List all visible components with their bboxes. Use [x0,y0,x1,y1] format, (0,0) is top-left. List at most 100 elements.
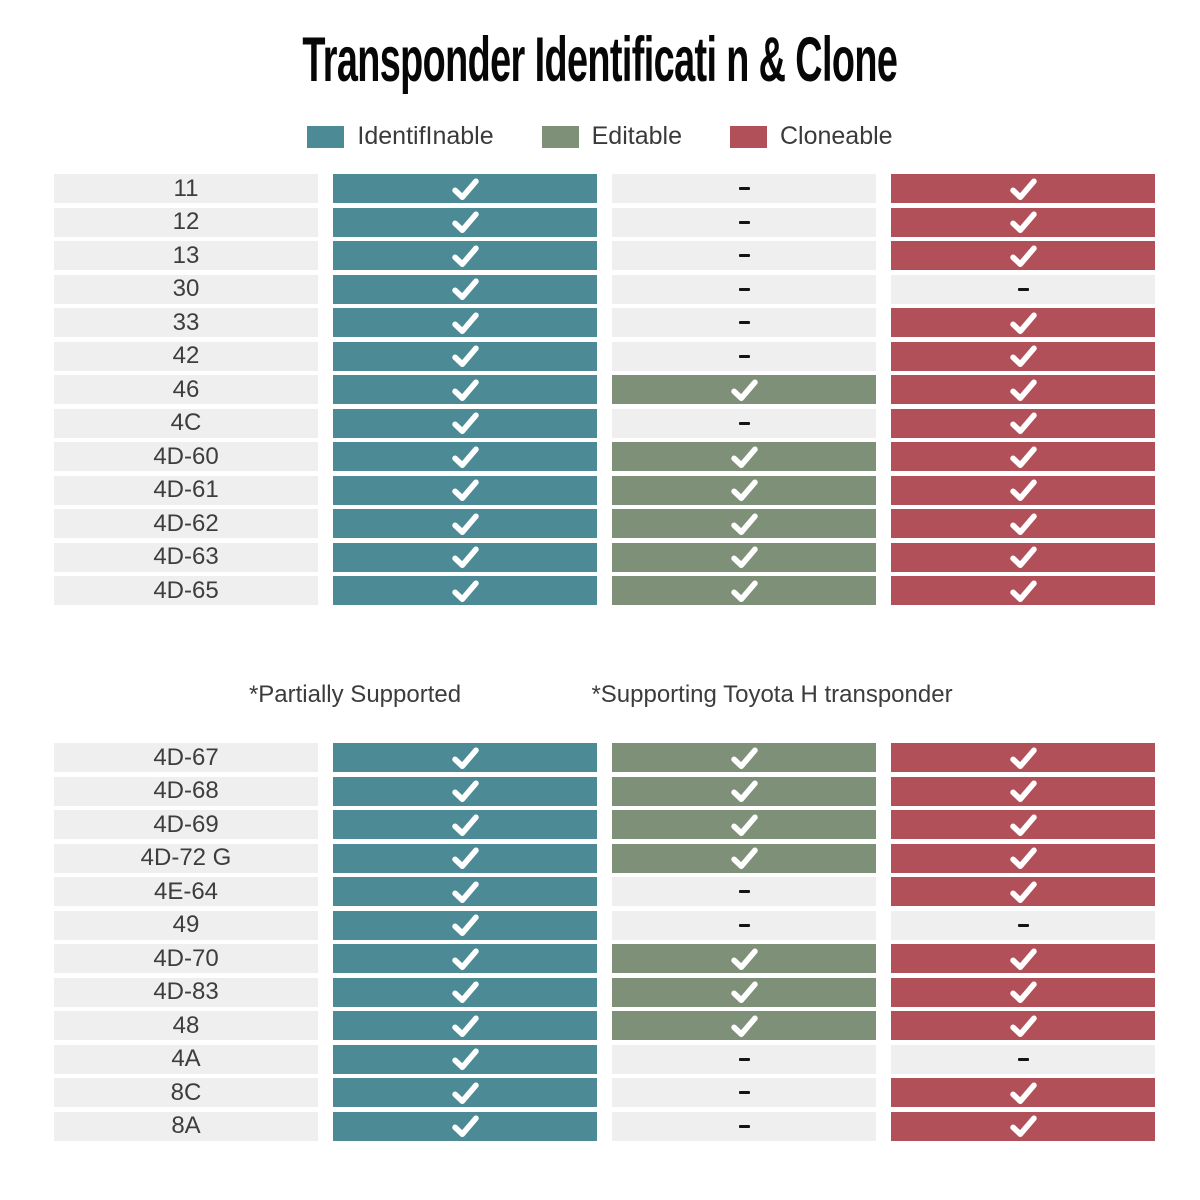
check-icon [451,244,479,267]
cloneable-cell [891,1111,1155,1141]
legend-label: Cloneable [779,122,893,150]
table-row: 4C [54,408,1155,438]
table-row: 13 [54,241,1155,270]
table-row: 48 [54,1011,1155,1040]
dash-icon [738,354,750,358]
cloneable-cell [891,843,1155,873]
check-icon [451,479,479,501]
dash-icon [738,321,750,324]
table-row: 4D-69 [54,810,1155,839]
cloneable-cell [891,743,1155,772]
table-row: 12 [54,207,1155,237]
check-icon [730,378,758,401]
check-icon [451,880,479,903]
table-row: 4D-83 [54,977,1155,1007]
table-row: 4D-62 [54,509,1155,538]
check-icon [451,981,479,1003]
check-icon [730,813,758,836]
legend-label: Editable [591,122,682,150]
check-icon [730,947,758,970]
identifiable-cell [333,542,597,572]
check-icon [1009,1115,1037,1137]
cloneable-cell [891,509,1155,538]
table-row: 4D-70 [54,944,1155,973]
check-icon [451,914,479,936]
check-icon [1009,512,1037,535]
legend-label: IdentifInable [357,122,494,150]
transponder-id-cell: 4D-69 [54,810,318,839]
identifiable-cell [333,375,597,404]
transponder-id-cell: 49 [54,910,318,940]
editable-cell [612,1011,876,1040]
transponder-id-cell: 46 [54,375,318,404]
check-icon [451,813,479,836]
check-icon [1009,1081,1037,1104]
check-icon [730,1014,758,1037]
transponder-id-cell: 4A [54,1044,318,1074]
check-icon [1009,412,1037,434]
legend: IdentifInable Editable Cloneable [0,122,1200,151]
check-icon [730,546,758,568]
transponder-id-cell: 4D-60 [54,442,318,471]
check-icon [1009,579,1037,602]
transponder-id-cell: 4D-62 [54,509,318,538]
check-icon [730,746,758,769]
dash-icon [738,1124,750,1128]
cloneable-cell [891,1078,1155,1107]
check-icon [1009,981,1037,1003]
check-icon [451,1014,479,1037]
table-1: 11 12 13 30 33 42 46 [54,174,1155,605]
cloneable-cell [891,274,1155,304]
transponder-id-cell: 33 [54,308,318,337]
transponder-id-cell: 4D-65 [54,576,318,605]
transponder-id-cell: 30 [54,274,318,304]
page-title-text: Transponder Identificati n & Clone [302,25,899,95]
editable-cell [612,475,876,505]
table-row: 4D-67 [54,743,1155,772]
identifiable-cell [333,776,597,806]
editable-cell [612,408,876,438]
identifiable-cell [333,810,597,839]
identifiable-cell [333,1078,597,1107]
check-icon [451,345,479,367]
editable-cell [612,743,876,772]
identifiable-cell [333,442,597,471]
identifiable-cell [333,509,597,538]
dash-icon [738,187,750,190]
table-row: 4D-68 [54,776,1155,806]
identifiable-cell [333,1111,597,1141]
cloneable-cell [891,375,1155,404]
legend-item: Cloneable [729,122,893,151]
check-icon [451,445,479,468]
transponder-id-cell: 4D-83 [54,977,318,1007]
check-icon [1009,847,1037,869]
identifiable-cell [333,207,597,237]
transponder-id-cell: 12 [54,207,318,237]
table-row: 33 [54,308,1155,337]
check-icon [730,445,758,468]
cloneable-cell [891,1011,1155,1040]
check-icon [1009,311,1037,334]
legend-item: IdentifInable [307,122,494,151]
check-icon [451,211,479,233]
transponder-id-cell: 4E-64 [54,877,318,906]
check-icon [1009,177,1037,200]
cloneable-cell [891,241,1155,270]
editable-cell [612,308,876,337]
editable-cell [612,877,876,906]
cloneable-cell [891,341,1155,371]
cloneable-cell [891,977,1155,1007]
transponder-id-cell: 11 [54,174,318,203]
identifiable-cell [333,877,597,906]
check-icon [451,278,479,300]
identifiable-cell [333,241,597,270]
transponder-id-cell: 42 [54,341,318,371]
editable-cell [612,776,876,806]
identifiable-cell [333,274,597,304]
identifiable-cell [333,576,597,605]
cloneable-cell [891,810,1155,839]
cloneable-cell [891,776,1155,806]
editable-cell [612,1044,876,1074]
dash-icon [738,1057,750,1061]
note-partially-supported: *Partially Supported [248,681,462,708]
